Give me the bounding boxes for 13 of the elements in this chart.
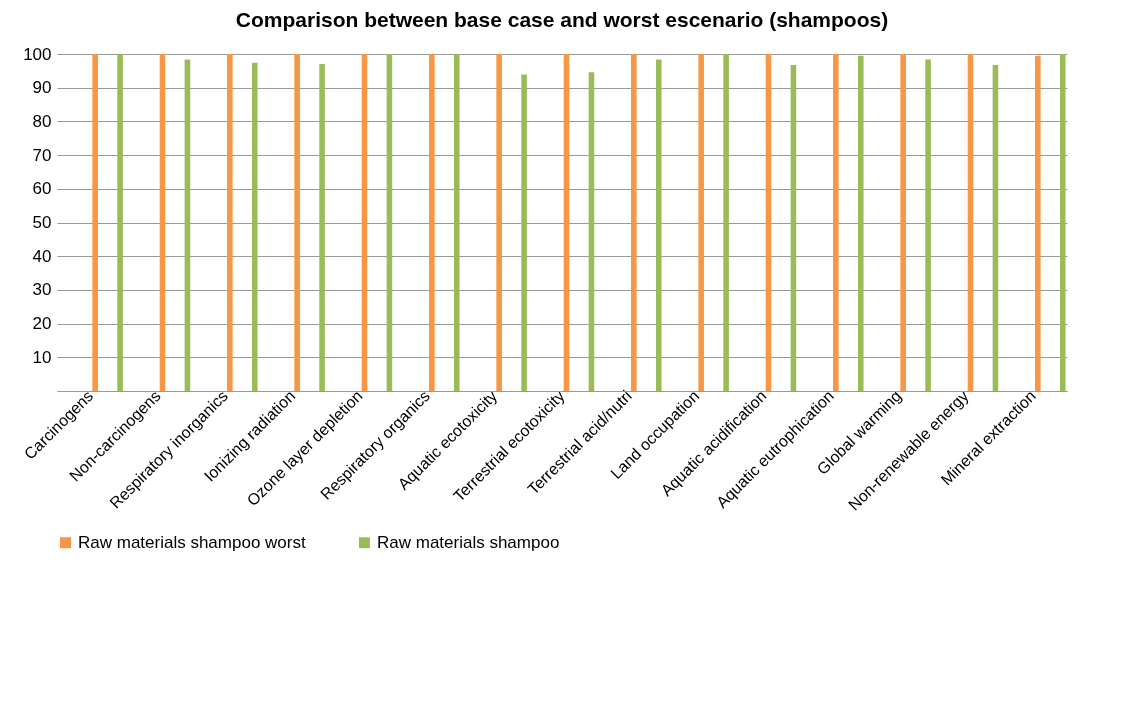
y-tick-label: 50	[32, 213, 52, 232]
y-tick-label: 30	[32, 280, 52, 300]
y-tick-label: 80	[32, 111, 52, 131]
y-tick-label: 70	[32, 145, 52, 165]
y-tick-label: 40	[32, 246, 52, 266]
y-tick-label: 90	[32, 78, 52, 98]
y-tick-label: 10	[32, 347, 52, 367]
y-tick-label: 100	[23, 44, 52, 64]
chart-title: Comparison between base case and worst escenario (shampoos)	[235, 8, 889, 31]
y-tick-label: 20	[32, 314, 52, 334]
legend-label: Raw materials shampoo	[377, 532, 560, 552]
y-tick-label: 60	[32, 179, 52, 199]
legend-label: Raw materials shampoo worst	[78, 532, 306, 552]
